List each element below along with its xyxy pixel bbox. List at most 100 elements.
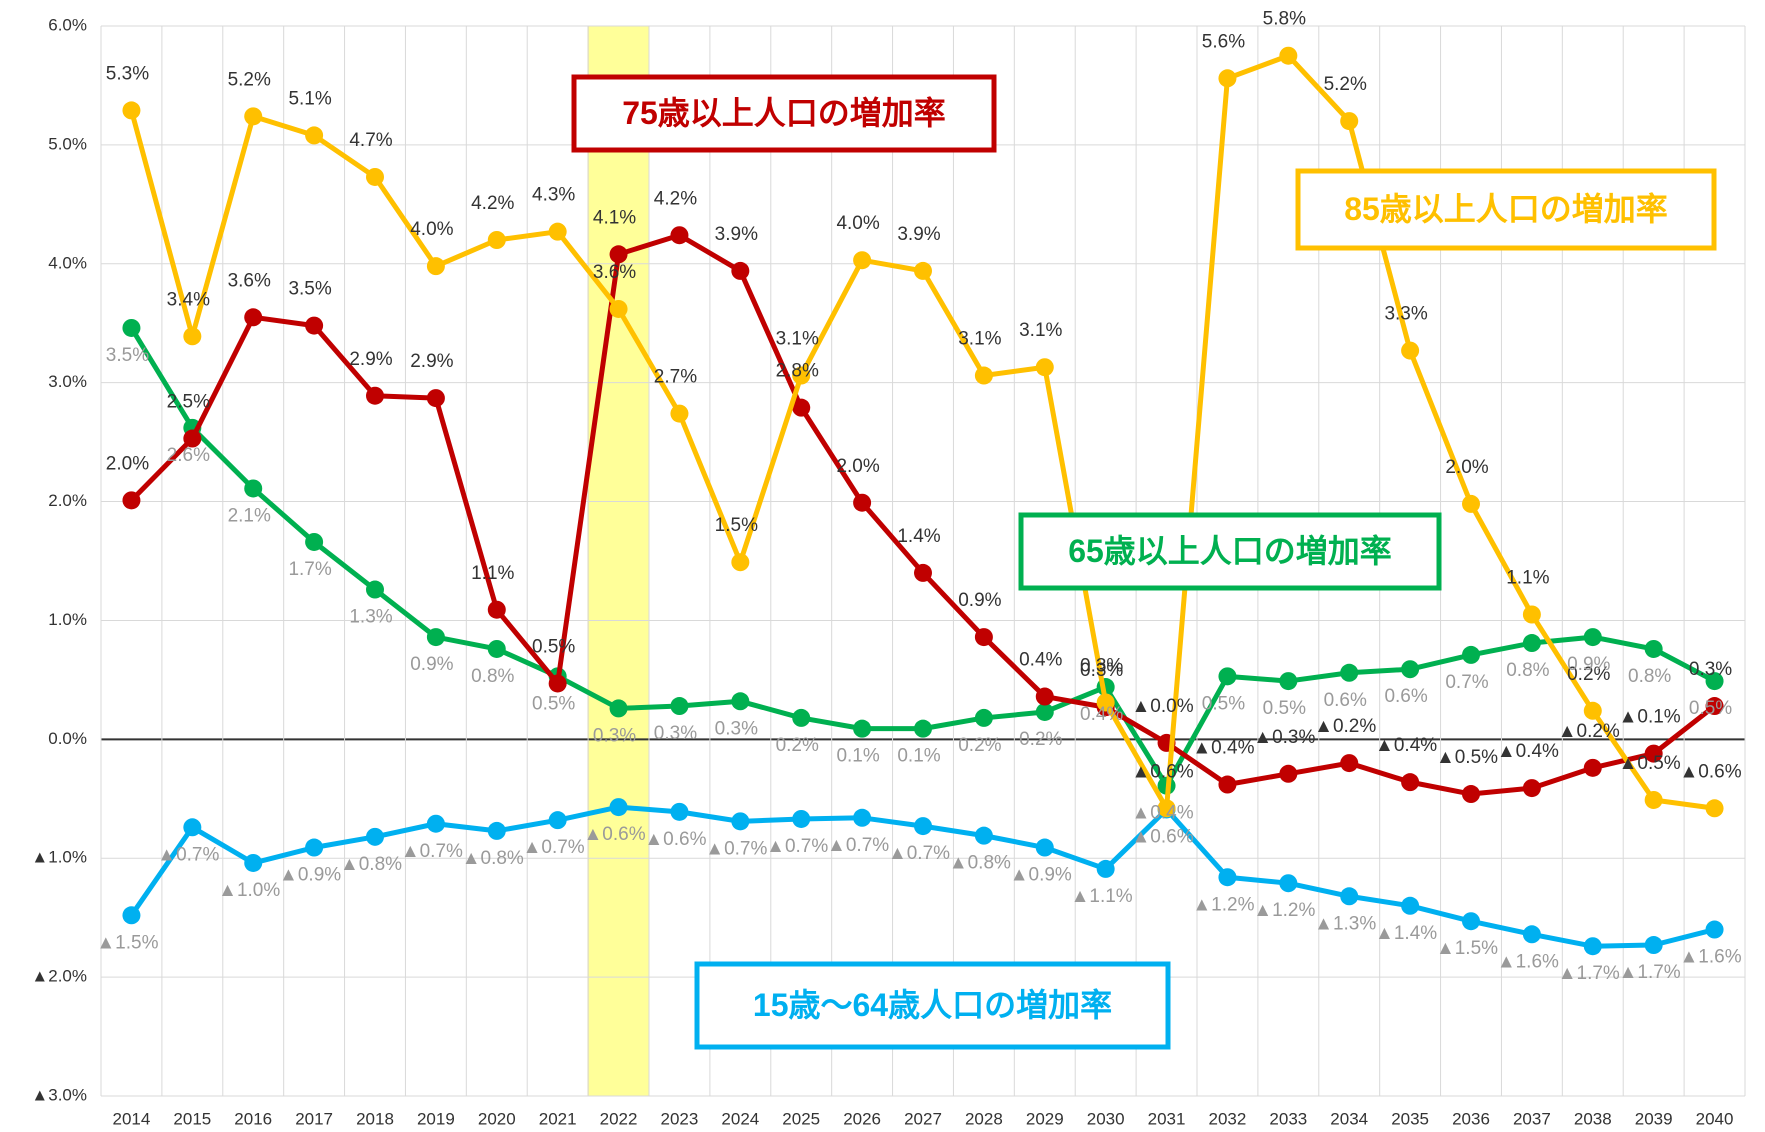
data-point xyxy=(1401,896,1420,915)
data-point xyxy=(1096,693,1115,712)
data-label: 0.3% xyxy=(1080,655,1123,676)
data-label: ▲0.8% xyxy=(949,853,1011,874)
data-point xyxy=(183,429,202,448)
data-label: ▲0.4% xyxy=(1192,738,1254,759)
data-point xyxy=(1705,697,1724,716)
data-label: 4.0% xyxy=(410,219,453,240)
data-label: ▲0.6% xyxy=(1131,761,1193,782)
data-point xyxy=(426,257,445,276)
data-label: 0.3% xyxy=(654,723,697,744)
data-label: 2.9% xyxy=(410,351,453,372)
data-label: 0.1% xyxy=(897,746,940,767)
data-point xyxy=(305,126,324,145)
data-label: 1.5% xyxy=(715,515,758,536)
data-label: 3.5% xyxy=(106,345,149,366)
data-label: 3.3% xyxy=(1384,304,1427,325)
data-label: 4.3% xyxy=(532,185,575,206)
data-label: 3.9% xyxy=(897,224,940,245)
data-label: 0.2% xyxy=(776,735,819,756)
x-tick-label: 2024 xyxy=(721,1109,759,1128)
data-label: 4.2% xyxy=(654,188,697,209)
x-tick-label: 2033 xyxy=(1269,1109,1307,1128)
data-point xyxy=(1462,645,1480,664)
data-point xyxy=(1340,887,1359,906)
data-label: 0.1% xyxy=(836,746,879,767)
data-point xyxy=(487,600,506,619)
data-label: 0.2% xyxy=(1019,729,1062,750)
data-point xyxy=(305,532,324,551)
data-label: ▲0.8% xyxy=(340,854,402,875)
data-point xyxy=(1583,937,1602,956)
data-label: ▲1.1% xyxy=(1071,886,1133,907)
data-point xyxy=(1583,628,1602,647)
data-point xyxy=(914,261,932,280)
data-point xyxy=(1522,634,1541,653)
data-point xyxy=(1705,920,1724,939)
data-point xyxy=(487,821,506,840)
data-label: ▲0.8% xyxy=(462,848,524,869)
series-name-box xyxy=(1295,168,1717,251)
data-point xyxy=(609,699,628,718)
data-label: 1.7% xyxy=(288,559,331,580)
data-point xyxy=(1462,785,1480,804)
data-label: ▲0.6% xyxy=(1131,826,1193,847)
x-tick-label: 2040 xyxy=(1696,1109,1734,1128)
data-label: 3.1% xyxy=(958,329,1001,350)
data-label: ▲0.6% xyxy=(644,829,706,850)
data-point xyxy=(1279,672,1298,691)
data-label: 1.1% xyxy=(1506,568,1549,589)
x-tick-label: 2028 xyxy=(965,1109,1003,1128)
data-label: 0.5% xyxy=(1689,698,1732,719)
data-point xyxy=(914,817,932,836)
data-point xyxy=(305,316,324,335)
data-label: 0.8% xyxy=(1628,666,1671,687)
data-label: 0.9% xyxy=(958,590,1001,611)
y-tick-label: 2.0% xyxy=(48,491,87,510)
data-point xyxy=(366,386,384,405)
data-label: ▲1.0% xyxy=(218,880,280,901)
data-label: 0.4% xyxy=(1080,704,1123,725)
data-label: 0.2% xyxy=(1567,664,1610,685)
data-point xyxy=(670,404,689,423)
x-tick-label: 2023 xyxy=(661,1109,699,1128)
data-label: 2.5% xyxy=(167,392,210,413)
data-point xyxy=(183,327,202,346)
data-label: 3.9% xyxy=(715,224,758,245)
data-point xyxy=(609,245,628,264)
y-tick-label: ▲3.0% xyxy=(31,1085,87,1104)
data-label: ▲1.5% xyxy=(1436,938,1498,959)
data-point xyxy=(366,827,384,846)
data-label: ▲0.9% xyxy=(1010,865,1072,886)
y-tick-label: 0.0% xyxy=(48,729,87,748)
data-label: 4.1% xyxy=(593,207,636,228)
data-point xyxy=(853,808,872,827)
data-point xyxy=(1035,702,1054,721)
data-point xyxy=(1522,779,1541,798)
data-label: ▲0.3% xyxy=(1253,727,1315,748)
data-point xyxy=(244,107,263,126)
data-point xyxy=(792,809,811,828)
data-point xyxy=(1035,838,1054,857)
data-point xyxy=(1705,672,1724,691)
data-point xyxy=(244,479,263,498)
x-tick-label: 2032 xyxy=(1209,1109,1247,1128)
data-point xyxy=(609,798,628,817)
data-label: 3.5% xyxy=(288,279,331,300)
y-tick-label: 3.0% xyxy=(48,372,87,391)
data-point xyxy=(548,222,567,241)
data-label: ▲0.2% xyxy=(1558,721,1620,742)
x-tick-label: 2025 xyxy=(782,1109,820,1128)
series-name: 85歳以上人口の増加率 xyxy=(1344,191,1668,227)
series-name-box xyxy=(571,74,997,153)
data-label: 2.7% xyxy=(654,367,697,388)
data-label: ▲0.7% xyxy=(766,836,828,857)
data-point xyxy=(914,719,932,738)
data-point xyxy=(853,493,872,512)
data-label: 2.0% xyxy=(1445,457,1488,478)
data-label: ▲0.7% xyxy=(157,844,219,865)
x-tick-label: 2015 xyxy=(173,1109,211,1128)
data-label: 0.3% xyxy=(1080,660,1123,681)
data-label: 2.0% xyxy=(836,456,879,477)
data-point xyxy=(122,318,141,337)
